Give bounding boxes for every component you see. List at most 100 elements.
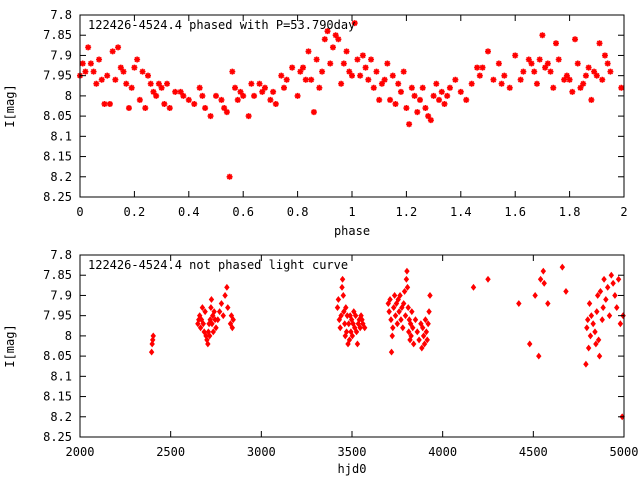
data-point (490, 76, 497, 83)
y-tick-label: 8.25 (43, 190, 72, 204)
data-point (396, 308, 402, 316)
data-point (544, 60, 551, 67)
data-point (593, 340, 599, 348)
data-point (228, 312, 235, 320)
data-point (221, 105, 228, 112)
data-point (485, 275, 491, 283)
data-point (572, 36, 579, 43)
data-point (516, 300, 522, 307)
data-point (399, 304, 405, 312)
data-point (600, 304, 606, 312)
data-point (98, 76, 105, 83)
data-point (420, 324, 426, 332)
data-point (463, 96, 470, 103)
x-tick-label: 0.6 (232, 205, 254, 219)
data-point (392, 312, 399, 320)
data-point (229, 324, 236, 332)
data-point (142, 105, 149, 112)
data-point (164, 80, 171, 87)
data-point (612, 291, 618, 299)
y-tick-label: 8.05 (43, 109, 72, 123)
data-point (106, 100, 113, 107)
data-point (216, 308, 223, 316)
data-point (134, 56, 141, 63)
y-tick-label: 8.05 (43, 349, 72, 363)
data-point (585, 316, 591, 324)
data-point (594, 291, 601, 299)
data-point (604, 283, 611, 291)
data-point (340, 60, 347, 67)
data-point (414, 328, 420, 336)
data-point (205, 340, 211, 348)
data-point (112, 76, 119, 83)
data-point (218, 300, 225, 307)
data-point (495, 60, 502, 67)
data-point (343, 304, 349, 312)
x-tick-label: 5000 (610, 445, 639, 459)
data-point (596, 40, 603, 47)
data-point (376, 96, 383, 103)
data-point (390, 304, 397, 312)
data-point (327, 60, 334, 67)
data-point (498, 80, 505, 87)
data-point (566, 76, 573, 83)
data-point (397, 291, 403, 299)
y-tick-label: 8 (65, 329, 72, 343)
data-point (209, 320, 215, 328)
data-point (223, 109, 230, 116)
data-point (420, 332, 427, 340)
data-point (588, 312, 595, 320)
data-point (610, 279, 616, 287)
data-point (615, 275, 622, 283)
data-point (346, 336, 353, 344)
data-point (403, 275, 410, 283)
data-point (425, 320, 431, 328)
data-point (563, 287, 569, 295)
data-point (259, 88, 266, 95)
data-point (422, 105, 429, 112)
data-point (352, 312, 359, 320)
data-point (196, 312, 203, 320)
data-point (476, 72, 483, 79)
data-point (329, 44, 336, 51)
data-point (215, 316, 221, 324)
data-point (408, 332, 414, 340)
data-point (532, 291, 538, 299)
data-point (256, 80, 263, 87)
data-point (599, 316, 605, 324)
data-point (474, 64, 481, 71)
data-point (436, 96, 443, 103)
y-tick-label: 8.2 (50, 410, 72, 424)
data-point (580, 80, 587, 87)
data-point (368, 56, 375, 63)
data-point (248, 80, 255, 87)
data-point (418, 320, 424, 328)
data-point (85, 44, 92, 51)
data-point (225, 304, 231, 312)
data-point (87, 60, 94, 67)
data-point (349, 72, 355, 79)
data-point (388, 348, 395, 356)
data-point (354, 56, 361, 63)
data-point (197, 324, 204, 332)
data-point (506, 84, 513, 91)
data-point (569, 88, 576, 95)
data-point (426, 308, 432, 316)
data-point (595, 336, 602, 344)
x-tick-label: 2500 (156, 445, 185, 459)
data-point (115, 44, 122, 51)
data-point (608, 271, 615, 279)
data-point (232, 84, 239, 91)
data-point (407, 336, 413, 344)
data-point (485, 48, 491, 55)
data-points (148, 263, 626, 421)
data-point (353, 328, 360, 336)
data-point (574, 60, 581, 67)
data-point (421, 340, 428, 348)
data-point (360, 320, 366, 328)
data-point (352, 324, 358, 332)
data-point (531, 68, 538, 75)
data-point (395, 296, 401, 303)
data-point (606, 312, 613, 320)
data-point (361, 324, 368, 332)
